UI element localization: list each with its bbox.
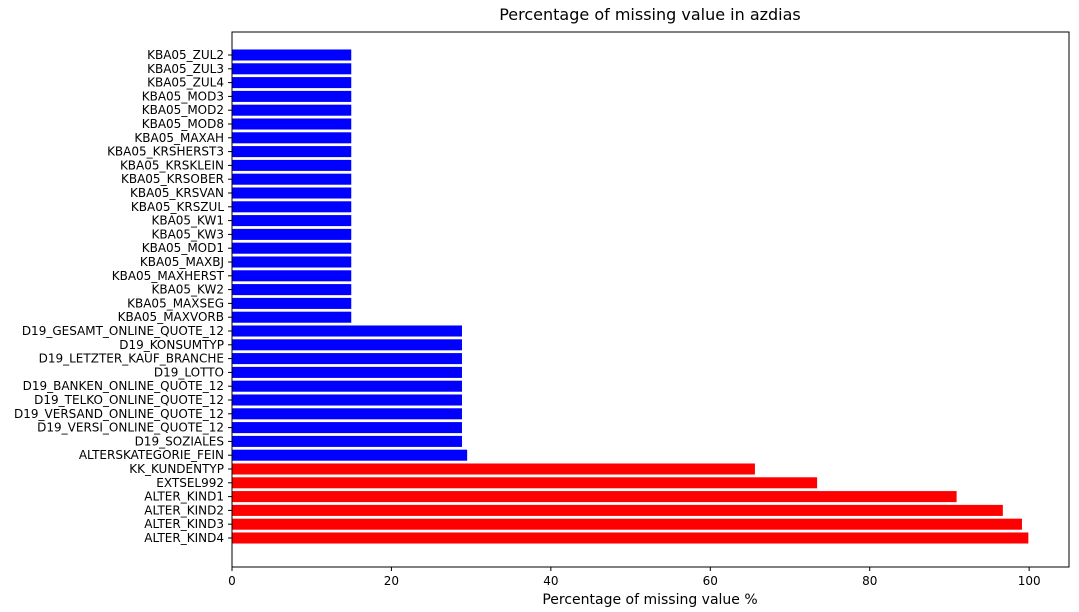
bar-kba05-zul2 <box>232 49 352 61</box>
bar-d19-lotto <box>232 366 462 378</box>
y-tick-label: D19_KONSUMTYP <box>119 338 224 352</box>
bar-kba05-krsober <box>232 173 352 185</box>
y-tick-label: D19_VERSAND_ONLINE_QUOTE_12 <box>14 407 224 421</box>
y-tick-label: ALTER_KIND3 <box>144 517 224 531</box>
bar-extsel992 <box>232 477 818 489</box>
y-tick-label: KBA05_KW3 <box>151 227 224 241</box>
x-tick-label: 40 <box>543 574 558 588</box>
bar-kba05-maxah <box>232 132 352 144</box>
bar-d19-versand-online-quote-12 <box>232 408 462 420</box>
bar-kba05-mod8 <box>232 118 352 130</box>
bar-kba05-zul4 <box>232 77 352 89</box>
x-tick-label: 80 <box>862 574 877 588</box>
bar-kba05-mod1 <box>232 242 352 254</box>
y-tick-label: KBA05_MAXSEG <box>127 296 224 310</box>
bar-alter-kind2 <box>232 504 1003 516</box>
bar-d19-konsumtyp <box>232 339 462 351</box>
y-tick-label: D19_VERSI_ONLINE_QUOTE_12 <box>37 421 224 435</box>
y-tick-label: D19_GESAMT_ONLINE_QUOTE_12 <box>22 324 224 338</box>
bar-alter-kind4 <box>232 532 1029 544</box>
bar-kba05-kw3 <box>232 228 352 240</box>
y-tick-label: KBA05_KRSZUL <box>131 200 224 214</box>
bar-kba05-krszul <box>232 201 352 213</box>
y-tick-label: ALTER_KIND2 <box>144 503 224 517</box>
bar-kba05-mod3 <box>232 90 352 102</box>
y-tick-label: ALTER_KIND1 <box>144 490 224 504</box>
bar-alter-kind1 <box>232 491 957 503</box>
bar-d19-gesamt-online-quote-12 <box>232 325 462 337</box>
y-tick-label: KBA05_ZUL2 <box>147 48 224 62</box>
y-tick-label: KBA05_KRSKLEIN <box>120 158 224 172</box>
y-tick-label: D19_TELKO_ONLINE_QUOTE_12 <box>34 393 224 407</box>
y-tick-label: KBA05_MOD3 <box>142 89 224 103</box>
bar-d19-banken-online-quote-12 <box>232 380 462 392</box>
bar-kba05-maxbj <box>232 256 352 268</box>
y-tick-labels: KBA05_ZUL2KBA05_ZUL3KBA05_ZUL4KBA05_MOD3… <box>14 48 232 545</box>
plot-frame <box>231 31 1070 568</box>
y-tick-label: D19_SOZIALES <box>135 434 224 448</box>
bar-kba05-mod2 <box>232 104 352 116</box>
bar-kba05-kw2 <box>232 284 352 296</box>
bar-d19-telko-online-quote-12 <box>232 394 462 406</box>
bar-kba05-krsvan <box>232 187 352 199</box>
y-tick-label: KBA05_MAXHERST <box>112 269 225 283</box>
y-tick-label: KBA05_MOD8 <box>142 117 224 131</box>
y-tick-label: D19_LOTTO <box>154 365 224 379</box>
bar-d19-letzter-kauf-branche <box>232 353 462 365</box>
y-tick-label: KBA05_KRSHERST3 <box>107 145 224 159</box>
y-tick-label: KBA05_KW1 <box>151 214 224 228</box>
y-tick-label: KBA05_MOD1 <box>142 241 224 255</box>
bar-alterskategorie-fein <box>232 449 468 461</box>
x-tick-label: 20 <box>384 574 399 588</box>
y-tick-label: ALTERSKATEGORIE_FEIN <box>79 448 224 462</box>
bar-kba05-maxherst <box>232 270 352 282</box>
bar-kba05-krsklein <box>232 159 352 171</box>
y-tick-label: D19_BANKEN_ONLINE_QUOTE_12 <box>23 379 224 393</box>
y-tick-label: KK_KUNDENTYP <box>129 462 224 476</box>
y-tick-label: D19_LETZTER_KAUF_BRANCHE <box>39 352 224 366</box>
bar-kba05-kw1 <box>232 215 352 227</box>
y-tick-label: KBA05_KRSVAN <box>130 186 224 200</box>
y-tick-label: KBA05_KW2 <box>151 283 224 297</box>
bar-kba05-zul3 <box>232 63 352 75</box>
bar-d19-soziales <box>232 435 462 447</box>
bar-kba05-maxvorb <box>232 311 352 323</box>
bar-kk-kundentyp <box>232 463 755 475</box>
bars-group <box>232 49 1029 544</box>
y-tick-label: KBA05_KRSOBER <box>121 172 224 186</box>
y-tick-label: KBA05_MOD2 <box>142 103 224 117</box>
y-tick-label: KBA05_MAXAH <box>134 131 224 145</box>
bar-alter-kind3 <box>232 518 1022 530</box>
bar-d19-versi-online-quote-12 <box>232 422 462 434</box>
bar-kba05-maxseg <box>232 297 352 309</box>
y-tick-label: KBA05_MAXBJ <box>140 255 224 269</box>
y-tick-label: EXTSEL992 <box>156 476 224 490</box>
x-tick-label: 0 <box>228 574 236 588</box>
y-tick-label: ALTER_KIND4 <box>144 531 224 545</box>
x-tick-label: 60 <box>703 574 718 588</box>
bar-kba05-krsherst3 <box>232 146 352 158</box>
x-tick-label: 100 <box>1018 574 1041 588</box>
x-axis-label: Percentage of missing value % <box>542 592 757 608</box>
y-tick-label: KBA05_MAXVORB <box>118 310 224 324</box>
chart-title: Percentage of missing value in azdias <box>499 5 801 24</box>
y-tick-label: KBA05_ZUL3 <box>147 62 224 76</box>
x-ticks: 0 20 40 60 80 100 <box>228 567 1041 588</box>
y-tick-label: KBA05_ZUL4 <box>147 76 224 90</box>
